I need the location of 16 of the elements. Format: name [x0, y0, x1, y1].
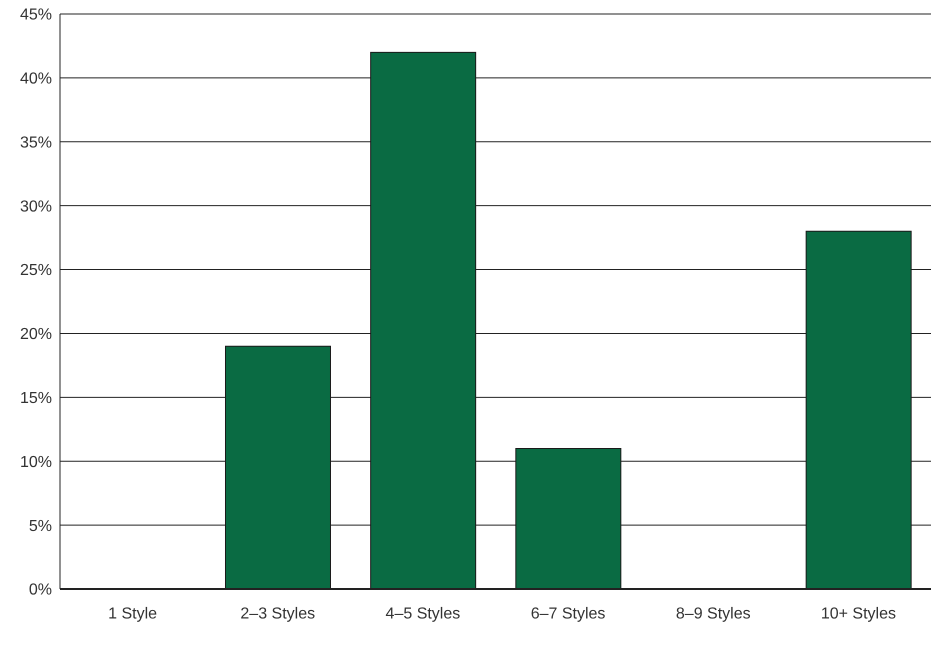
- y-tick-label: 35%: [20, 134, 52, 152]
- y-tick-label: 30%: [20, 198, 52, 216]
- y-tick-label: 10%: [20, 454, 52, 471]
- y-tick-label: 40%: [20, 70, 52, 88]
- x-tick-label: 10+ Styles: [820, 605, 896, 622]
- y-tick-label: 5%: [28, 518, 52, 535]
- x-tick-label: 6–7 Styles: [530, 605, 606, 622]
- y-tick-label: 20%: [20, 326, 52, 344]
- y-tick-label: 15%: [20, 390, 52, 408]
- x-tick-label: 1 Style: [108, 605, 158, 622]
- y-tick-label: 45%: [20, 6, 52, 24]
- y-tick-label: 0%: [28, 582, 52, 599]
- y-tick-label: 25%: [20, 262, 52, 280]
- x-tick-label: 8–9 Styles: [676, 605, 751, 622]
- x-tick-label: 4–5 Styles: [386, 605, 460, 622]
- x-tick-label: 2–3 Styles: [240, 605, 316, 622]
